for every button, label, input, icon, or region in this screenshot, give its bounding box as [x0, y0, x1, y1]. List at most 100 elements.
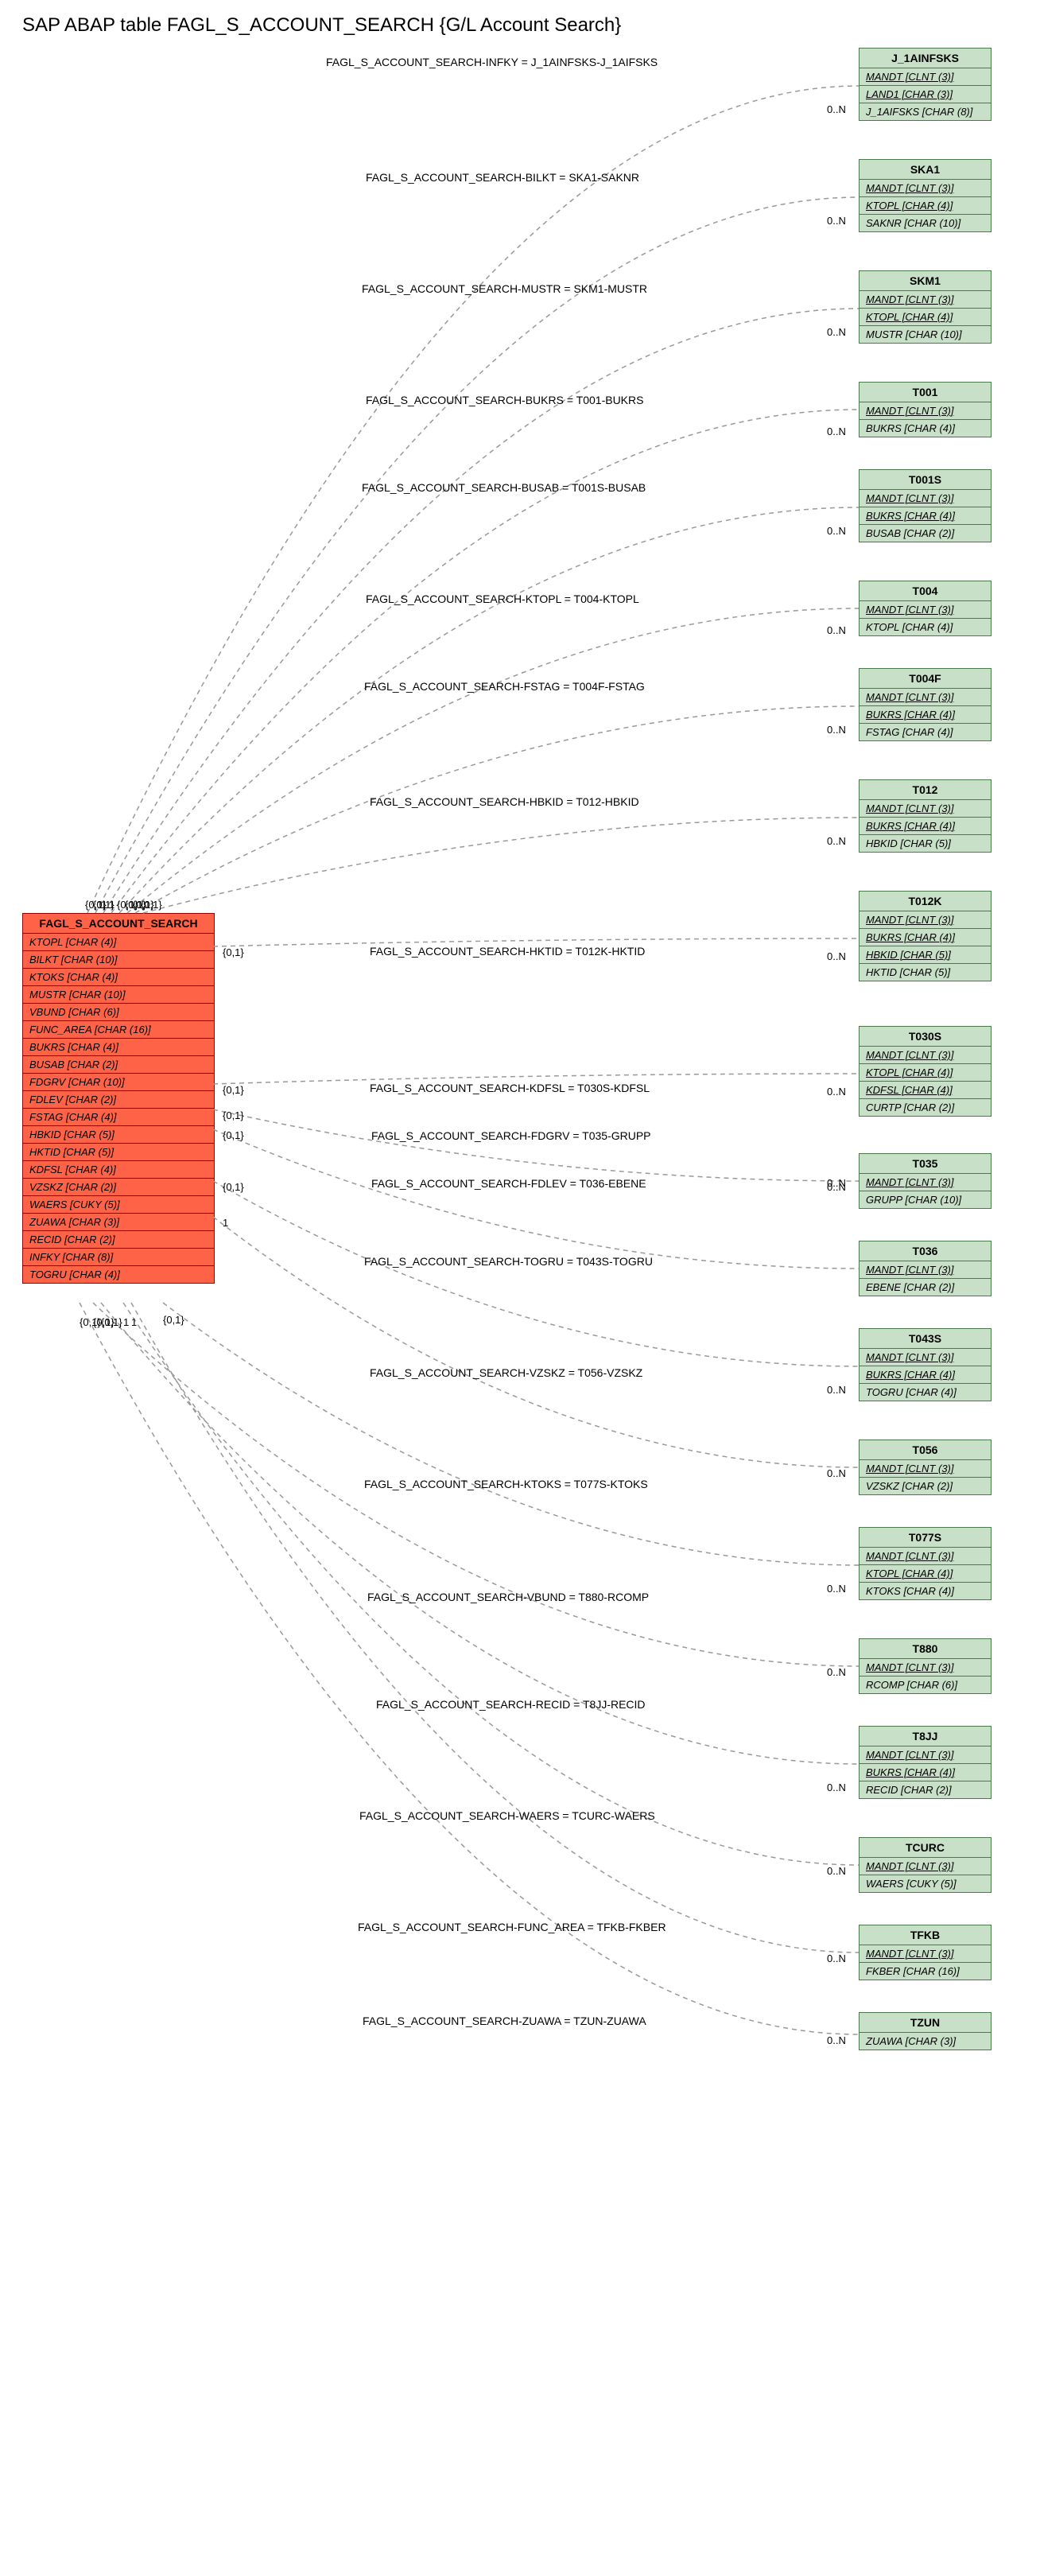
dst-cardinality: 0..N: [827, 624, 846, 636]
dst-cardinality: 0..N: [827, 1781, 846, 1793]
related-table-header: T004: [860, 581, 991, 601]
dst-cardinality: 0..N: [827, 724, 846, 736]
related-table-field: MANDT [CLNT (3)]: [860, 180, 991, 197]
dst-cardinality: 0..N: [827, 1177, 846, 1189]
related-table-field: MANDT [CLNT (3)]: [860, 1659, 991, 1677]
related-table-field: BUKRS [CHAR (4)]: [860, 929, 991, 946]
edge-label: FAGL_S_ACCOUNT_SEARCH-FUNC_AREA = TFKB-F…: [358, 1921, 666, 1933]
related-table-field: KTOPL [CHAR (4)]: [860, 197, 991, 215]
dst-cardinality: 0..N: [827, 1384, 846, 1396]
edge-label: FAGL_S_ACCOUNT_SEARCH-FSTAG = T004F-FSTA…: [364, 680, 645, 693]
src-cardinality: 1: [223, 1217, 228, 1229]
related-table: T036MANDT [CLNT (3)]EBENE [CHAR (2)]: [859, 1241, 991, 1296]
main-table-field: VZSKZ [CHAR (2)]: [23, 1179, 214, 1196]
related-table-field: MANDT [CLNT (3)]: [860, 490, 991, 507]
dst-cardinality: 0..N: [827, 950, 846, 962]
dst-cardinality: 0..N: [827, 835, 846, 847]
related-table-field: RCOMP [CHAR (6)]: [860, 1677, 991, 1693]
related-table: T077SMANDT [CLNT (3)]KTOPL [CHAR (4)]KTO…: [859, 1527, 991, 1600]
main-table-field: BUSAB [CHAR (2)]: [23, 1056, 214, 1074]
main-table-field: KTOPL [CHAR (4)]: [23, 934, 214, 951]
related-table: SKA1MANDT [CLNT (3)]KTOPL [CHAR (4)]SAKN…: [859, 159, 991, 232]
related-table-header: TCURC: [860, 1838, 991, 1858]
related-table-field: LAND1 [CHAR (3)]: [860, 86, 991, 103]
related-table-field: GRUPP [CHAR (10)]: [860, 1191, 991, 1208]
related-table-field: MANDT [CLNT (3)]: [860, 1858, 991, 1875]
related-table-field: CURTP [CHAR (2)]: [860, 1099, 991, 1116]
dst-cardinality: 0..N: [827, 425, 846, 437]
related-table-field: MANDT [CLNT (3)]: [860, 1746, 991, 1764]
related-table-field: VZSKZ [CHAR (2)]: [860, 1478, 991, 1494]
src-cardinality: 1: [101, 899, 107, 911]
main-table-field: HKTID [CHAR (5)]: [23, 1144, 214, 1161]
dst-cardinality: 0..N: [827, 1583, 846, 1595]
related-table-field: MANDT [CLNT (3)]: [860, 402, 991, 420]
related-table: T004FMANDT [CLNT (3)]BUKRS [CHAR (4)]FST…: [859, 668, 991, 741]
related-table-header: T056: [860, 1440, 991, 1460]
related-table-field: EBENE [CHAR (2)]: [860, 1279, 991, 1296]
dst-cardinality: 0..N: [827, 1086, 846, 1098]
edge-label: FAGL_S_ACCOUNT_SEARCH-VZSKZ = T056-VZSKZ: [370, 1366, 642, 1379]
dst-cardinality: 0..N: [827, 2034, 846, 2046]
src-cardinality: 1: [109, 899, 114, 911]
related-table-header: T036: [860, 1241, 991, 1261]
related-table-header: T077S: [860, 1528, 991, 1548]
dst-cardinality: 0..N: [827, 326, 846, 338]
related-table-field: MANDT [CLNT (3)]: [860, 601, 991, 619]
main-table-field: FUNC_AREA [CHAR (16)]: [23, 1021, 214, 1039]
related-table-field: J_1AIFSKS [CHAR (8)]: [860, 103, 991, 120]
main-table-field: KDFSL [CHAR (4)]: [23, 1161, 214, 1179]
related-table: T004MANDT [CLNT (3)]KTOPL [CHAR (4)]: [859, 581, 991, 636]
related-table-field: RECID [CHAR (2)]: [860, 1781, 991, 1798]
related-table: T880MANDT [CLNT (3)]RCOMP [CHAR (6)]: [859, 1638, 991, 1694]
related-table-header: T043S: [860, 1329, 991, 1349]
main-table-field: INFKY [CHAR (8)]: [23, 1249, 214, 1266]
related-table-field: MANDT [CLNT (3)]: [860, 1261, 991, 1279]
related-table-field: MANDT [CLNT (3)]: [860, 689, 991, 706]
dst-cardinality: 0..N: [827, 1666, 846, 1678]
related-table: TCURCMANDT [CLNT (3)]WAERS [CUKY (5)]: [859, 1837, 991, 1893]
related-table-field: FSTAG [CHAR (4)]: [860, 724, 991, 740]
src-cardinality: {0,1}: [223, 946, 244, 958]
related-table-header: T001S: [860, 470, 991, 490]
edge-label: FAGL_S_ACCOUNT_SEARCH-BILKT = SKA1-SAKNR: [366, 171, 639, 184]
related-table-header: T001: [860, 383, 991, 402]
related-table-field: MANDT [CLNT (3)]: [860, 1047, 991, 1064]
main-table-field: ZUAWA [CHAR (3)]: [23, 1214, 214, 1231]
edge-label: FAGL_S_ACCOUNT_SEARCH-MUSTR = SKM1-MUSTR: [362, 282, 647, 295]
edge-label: FAGL_S_ACCOUNT_SEARCH-FDLEV = T036-EBENE: [371, 1177, 646, 1190]
related-table-header: T030S: [860, 1027, 991, 1047]
related-table: TZUNZUAWA [CHAR (3)]: [859, 2012, 991, 2050]
edge-label: FAGL_S_ACCOUNT_SEARCH-VBUND = T880-RCOMP: [367, 1591, 649, 1603]
related-table-field: WAERS [CUKY (5)]: [860, 1875, 991, 1892]
dst-cardinality: 0..N: [827, 1865, 846, 1877]
edge-label: FAGL_S_ACCOUNT_SEARCH-FDGRV = T035-GRUPP: [371, 1129, 651, 1142]
related-table-field: BUKRS [CHAR (4)]: [860, 1764, 991, 1781]
edge-label: FAGL_S_ACCOUNT_SEARCH-TOGRU = T043S-TOGR…: [364, 1255, 653, 1268]
related-table-field: HKTID [CHAR (5)]: [860, 964, 991, 981]
related-table: T035MANDT [CLNT (3)]GRUPP [CHAR (10)]: [859, 1153, 991, 1209]
related-table-header: SKA1: [860, 160, 991, 180]
related-table-field: BUKRS [CHAR (4)]: [860, 818, 991, 835]
main-table-field: RECID [CHAR (2)]: [23, 1231, 214, 1249]
edge-label: FAGL_S_ACCOUNT_SEARCH-KDFSL = T030S-KDFS…: [370, 1082, 650, 1094]
related-table-header: T004F: [860, 669, 991, 689]
related-table-field: KTOPL [CHAR (4)]: [860, 1565, 991, 1583]
src-cardinality: {0,1}: [101, 1316, 122, 1328]
src-cardinality: {0,1}: [223, 1129, 244, 1141]
related-table-header: T8JJ: [860, 1727, 991, 1746]
main-table-field: FDLEV [CHAR (2)]: [23, 1091, 214, 1109]
edge-label: FAGL_S_ACCOUNT_SEARCH-ZUAWA = TZUN-ZUAWA: [363, 2015, 646, 2027]
related-table: T001MANDT [CLNT (3)]BUKRS [CHAR (4)]: [859, 382, 991, 437]
main-table-field: KTOKS [CHAR (4)]: [23, 969, 214, 986]
related-table: T012MANDT [CLNT (3)]BUKRS [CHAR (4)]HBKI…: [859, 779, 991, 853]
edge-label: FAGL_S_ACCOUNT_SEARCH-KTOKS = T077S-KTOK…: [364, 1478, 648, 1490]
related-table-field: MANDT [CLNT (3)]: [860, 1460, 991, 1478]
src-cardinality: {0,1}: [223, 1109, 244, 1121]
main-table-header: FAGL_S_ACCOUNT_SEARCH: [23, 914, 214, 934]
related-table: T043SMANDT [CLNT (3)]BUKRS [CHAR (4)]TOG…: [859, 1328, 991, 1401]
main-table-field: HBKID [CHAR (5)]: [23, 1126, 214, 1144]
related-table-field: MANDT [CLNT (3)]: [860, 1548, 991, 1565]
related-table: TFKBMANDT [CLNT (3)]FKBER [CHAR (16)]: [859, 1925, 991, 1980]
related-table-field: BUKRS [CHAR (4)]: [860, 706, 991, 724]
